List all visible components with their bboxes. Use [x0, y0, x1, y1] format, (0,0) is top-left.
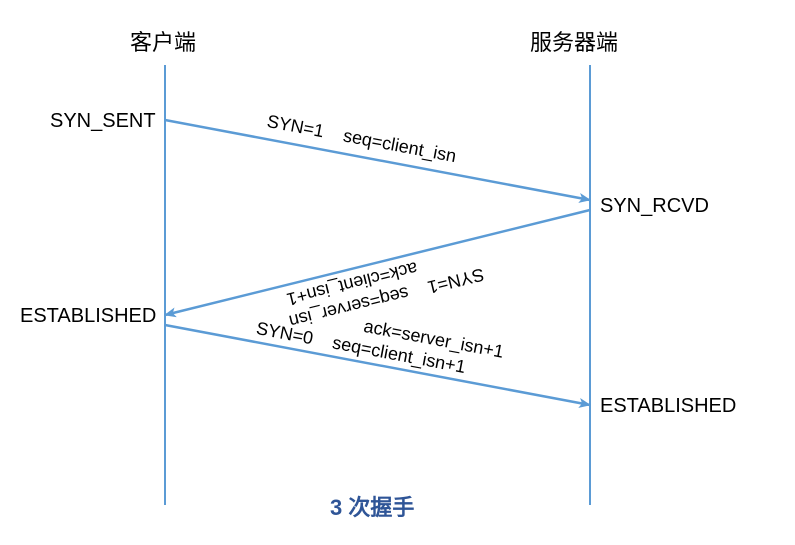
- diagram-caption: 3 次握手: [330, 490, 414, 522]
- header-client: 客户端: [130, 25, 196, 57]
- state-server-established: ESTABLISHED: [600, 395, 736, 418]
- state-client-syn-sent: SYN_SENT: [50, 110, 156, 133]
- state-client-established: ESTABLISHED: [20, 305, 156, 328]
- state-server-syn-rcvd: SYN_RCVD: [600, 195, 709, 218]
- header-server: 服务器端: [530, 25, 618, 57]
